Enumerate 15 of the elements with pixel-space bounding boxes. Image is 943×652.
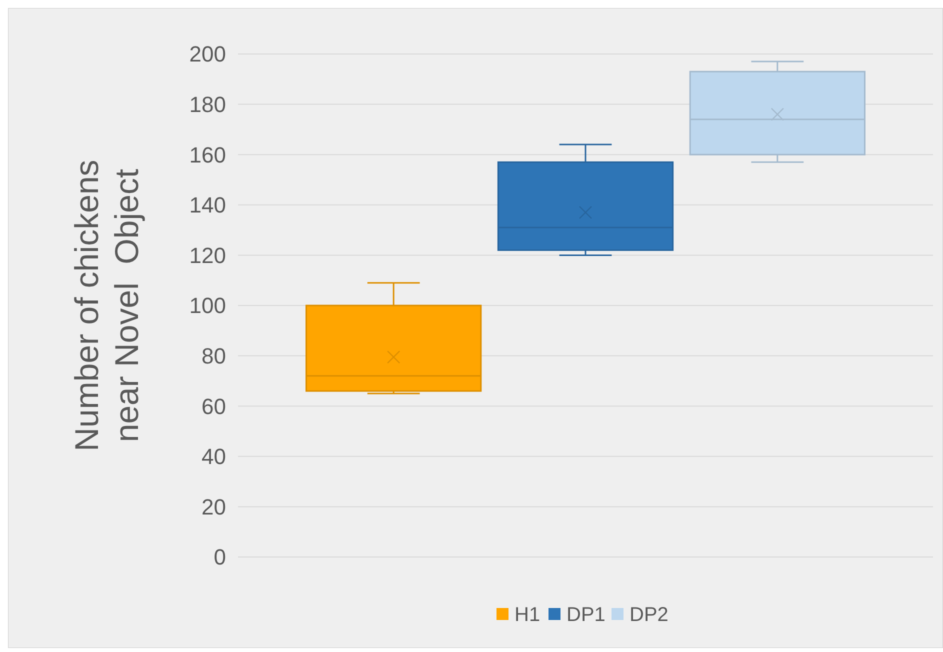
y-tick-label: 80 [202, 344, 226, 368]
legend-label: DP1 [566, 604, 606, 626]
y-tick-label: 40 [202, 444, 226, 470]
y-tick-label: 140 [189, 192, 226, 218]
y-tick-label: 0 [214, 544, 226, 570]
legend-label: H1 [514, 604, 540, 626]
y-tick-label: 120 [189, 242, 226, 268]
y-tick-label: 60 [202, 394, 226, 419]
y-tick-label: 200 [189, 42, 226, 67]
y-tick-label: 180 [189, 92, 226, 117]
y-tick-label: 20 [202, 494, 226, 520]
y-axis-title: Number of chickens near Novel Object [68, 160, 145, 452]
y-tick-label: 100 [189, 293, 226, 318]
legend-label: DP2 [630, 604, 668, 626]
y-tick-label: 160 [189, 142, 226, 168]
